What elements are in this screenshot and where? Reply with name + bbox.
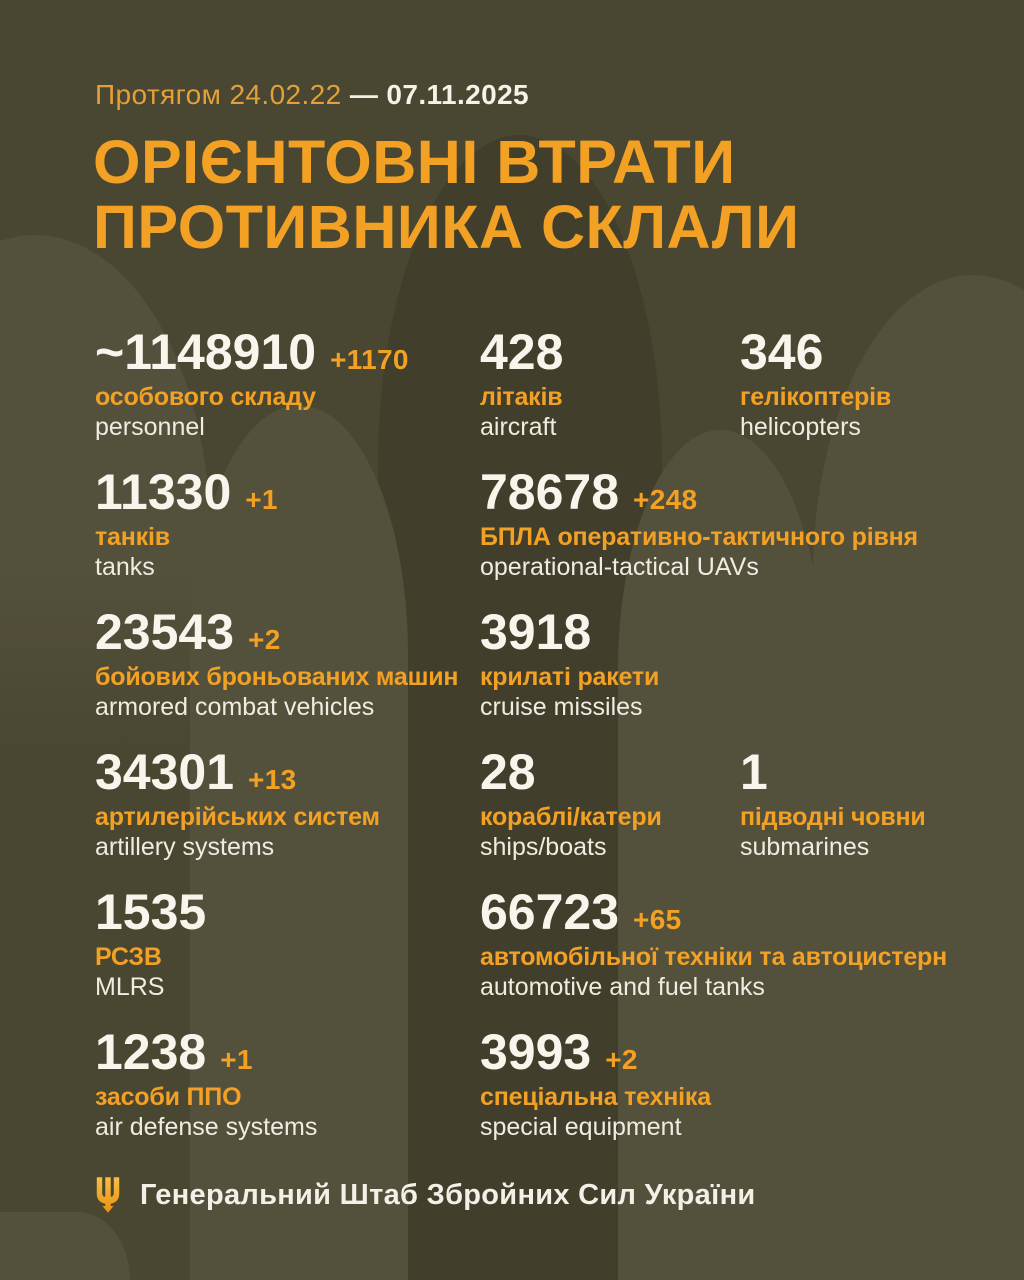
stat-submarines: 1 підводні човни submarines (740, 746, 1004, 862)
stat-delta: +1170 (330, 344, 409, 375)
stat-label-uk: бойових броньованих машин (95, 663, 459, 691)
stat-tanks: 11330 +1 танків tanks (95, 466, 480, 582)
stat-value-line: 28 (480, 746, 740, 798)
stat-label-uk: гелікоптерів (740, 383, 892, 411)
stat-label-uk: автомобільної техніки та автоцистерн (480, 943, 947, 971)
stat-label-en: air defense systems (95, 1113, 318, 1141)
stat-value-line: 428 (480, 326, 740, 378)
stat-value-line: 1 (740, 746, 1004, 798)
stat-label-en: aircraft (480, 413, 557, 441)
stat-label-uk: спеціальна техніка (480, 1083, 711, 1111)
bullet-silhouette-bottom-left (0, 1212, 130, 1280)
stat-value: 66723 (480, 884, 620, 940)
date-range-end: 07.11.2025 (386, 79, 530, 110)
page-title-line2: ПРОТИВНИКА СКЛАЛИ (93, 193, 800, 261)
stat-label-uk: БПЛА оперативно-тактичного рівня (480, 523, 918, 551)
stat-value: 1 (740, 744, 768, 800)
stat-label-en: MLRS (95, 973, 165, 1001)
stat-value: 23543 (95, 604, 235, 660)
stat-label-uk: засоби ППО (95, 1083, 242, 1111)
stat-value: 3918 (480, 604, 592, 660)
stat-delta: +13 (248, 764, 297, 795)
stat-automotive-fuel-tanks: 66723 +65 автомобільної техніки та автоцис… (480, 886, 1004, 1002)
stat-air-defense-systems: 1238 +1 засоби ППО air defense systems (95, 1026, 480, 1142)
stat-helicopters: 346 гелікоптерів helicopters (740, 326, 1004, 442)
stat-value: ~1148910 (95, 324, 317, 380)
stat-label-uk: танків (95, 523, 170, 551)
stat-label-en: artillery systems (95, 833, 275, 861)
footer: Генеральний Штаб Збройних Сил України (95, 1176, 756, 1214)
stat-value-line: 34301 +13 (95, 746, 480, 798)
stat-label-en: ships/boats (480, 833, 607, 861)
stat-label-en: automotive and fuel tanks (480, 973, 765, 1001)
stat-personnel: ~1148910 +1170 особового складу personnel (95, 326, 480, 442)
stat-value: 346 (740, 324, 824, 380)
stat-label-uk: літаків (480, 383, 563, 411)
stat-delta: +65 (633, 904, 682, 935)
stat-delta: +2 (248, 624, 281, 655)
stat-label-en: helicopters (740, 413, 861, 441)
stat-label-en: submarines (740, 833, 870, 861)
stat-value-line: 23543 +2 (95, 606, 480, 658)
date-range-prefix: Протягом 24.02.22 (95, 79, 342, 110)
stat-label-uk: РСЗВ (95, 943, 162, 971)
stat-label-en: tanks (95, 553, 155, 581)
stat-value-line: ~1148910 +1170 (95, 326, 480, 378)
stat-value-line: 1535 (95, 886, 480, 938)
stat-row: ~1148910 +1170 особового складу personnel 42… (95, 326, 1004, 466)
stat-value-line: 11330 +1 (95, 466, 480, 518)
stat-cruise-missiles: 3918 крилаті ракети cruise missiles (480, 606, 1004, 722)
stat-row: 1238 +1 засоби ППО air defense systems 3993 +… (95, 1026, 1004, 1166)
stat-delta: +248 (633, 484, 698, 515)
stat-label-uk: підводні човни (740, 803, 926, 831)
stat-row: 34301 +13 артилерійських систем artillery s… (95, 746, 1004, 886)
stat-label-en: armored combat vehicles (95, 693, 375, 721)
stat-label-uk: особового складу (95, 383, 316, 411)
stat-value: 11330 (95, 464, 232, 520)
date-range: Протягом 24.02.22 — 07.11.2025 (95, 78, 529, 112)
stat-row: 1535 РСЗВ MLRS 66723 +65 автомобільної технік… (95, 886, 1004, 1026)
stat-value-line: 78678 +248 (480, 466, 1004, 518)
stat-ships-boats: 28 кораблі/катери ships/boats (480, 746, 740, 862)
stat-delta: +2 (605, 1044, 638, 1075)
stat-value-line: 66723 +65 (480, 886, 1004, 938)
stat-artillery-systems: 34301 +13 артилерійських систем artillery s… (95, 746, 480, 862)
stat-value-line: 1238 +1 (95, 1026, 480, 1078)
stat-value: 1535 (95, 884, 207, 940)
trident-icon (96, 1177, 120, 1213)
stat-label-uk: крилаті ракети (480, 663, 660, 691)
page-title: ОРІЄНТОВНІ ВТРАТИ ПРОТИВНИКА СКЛАЛИ (93, 130, 800, 260)
footer-org-name: Генеральний Штаб Збройних Сил України (140, 1178, 756, 1211)
stat-value: 78678 (480, 464, 620, 520)
page-title-line1: ОРІЄНТОВНІ ВТРАТИ (93, 128, 736, 196)
stat-value: 34301 (95, 744, 235, 800)
stat-uavs: 78678 +248 БПЛА оперативно-тактичного рівн… (480, 466, 1004, 582)
stat-label-en: personnel (95, 413, 205, 441)
stat-value: 3993 (480, 1024, 592, 1080)
stat-special-equipment: 3993 +2 спеціальна техніка special equipmen… (480, 1026, 1004, 1142)
stat-value-line: 3918 (480, 606, 1004, 658)
stat-label-en: cruise missiles (480, 693, 643, 721)
stat-label-en: operational-tactical UAVs (480, 553, 759, 581)
stat-label-en: special equipment (480, 1113, 682, 1141)
stat-row: 23543 +2 бойових броньованих машин armored … (95, 606, 1004, 746)
stat-value-line: 346 (740, 326, 1004, 378)
stat-delta: +1 (220, 1044, 253, 1075)
stat-mlrs: 1535 РСЗВ MLRS (95, 886, 480, 1002)
stat-value: 428 (480, 324, 564, 380)
stat-label-uk: кораблі/катери (480, 803, 662, 831)
stat-value: 1238 (95, 1024, 207, 1080)
stat-value: 28 (480, 744, 536, 800)
stat-delta: +1 (245, 484, 278, 515)
date-range-separator: — (349, 79, 379, 110)
stats-grid: ~1148910 +1170 особового складу personnel 42… (95, 326, 1004, 1166)
stat-armored-combat-vehicles: 23543 +2 бойових броньованих машин armored … (95, 606, 480, 722)
stat-label-uk: артилерійських систем (95, 803, 380, 831)
stat-aircraft: 428 літаків aircraft (480, 326, 740, 442)
stat-row: 11330 +1 танків tanks 78678 +248 БПЛА оператив… (95, 466, 1004, 606)
stat-value-line: 3993 +2 (480, 1026, 1004, 1078)
